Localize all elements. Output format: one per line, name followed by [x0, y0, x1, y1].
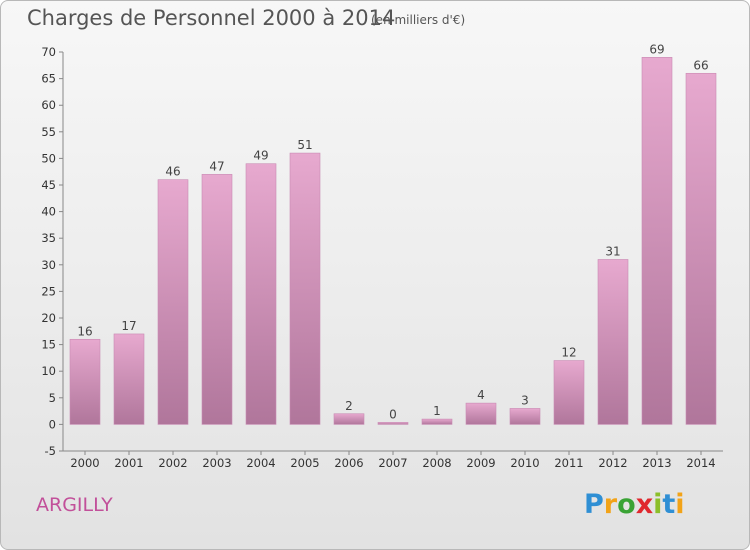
- logo-letter: x: [635, 489, 654, 520]
- y-tick-label: 10: [41, 364, 56, 378]
- y-tick-label: 15: [41, 338, 56, 352]
- logo-letter: P: [584, 489, 604, 520]
- x-tick-label-2007: 2007: [378, 456, 407, 470]
- y-tick-label: 45: [41, 178, 56, 192]
- logo-letter: t: [662, 489, 676, 520]
- x-tick-label-2004: 2004: [246, 456, 275, 470]
- town-name: ARGILLY: [36, 494, 113, 516]
- x-tick-label-2008: 2008: [422, 456, 451, 470]
- y-tick-label: 0: [49, 417, 56, 431]
- x-tick-label-2011: 2011: [554, 456, 583, 470]
- bar-2013: [641, 57, 673, 425]
- data-label-2008: 1: [433, 404, 441, 418]
- y-tick-label: 35: [41, 231, 56, 245]
- data-label-2013: 69: [649, 42, 664, 56]
- y-tick-label: 30: [41, 258, 56, 272]
- data-label-2003: 47: [209, 159, 224, 173]
- y-tick-label: 5: [49, 391, 56, 405]
- x-tick-label-2005: 2005: [290, 456, 319, 470]
- bar-2005: [289, 152, 321, 425]
- data-label-2012: 31: [605, 244, 620, 258]
- x-tick-label-2013: 2013: [642, 456, 671, 470]
- x-tick-label-2006: 2006: [334, 456, 363, 470]
- data-label-2005: 51: [297, 138, 312, 152]
- y-tick-label: 65: [41, 72, 56, 86]
- chart-subtitle: (en milliers d'€): [371, 13, 466, 27]
- data-label-2002: 46: [165, 165, 180, 179]
- logo-letter: r: [603, 489, 618, 520]
- logo-letter: i: [675, 489, 685, 520]
- x-tick-label-2002: 2002: [158, 456, 187, 470]
- data-label-2001: 17: [121, 319, 136, 333]
- bar-2004: [245, 163, 277, 425]
- chart-title: Charges de Personnel 2000 à 2014: [27, 6, 396, 30]
- data-label-2007: 0: [389, 407, 397, 421]
- x-tick-label-2010: 2010: [510, 456, 539, 470]
- bar-2003: [201, 174, 233, 425]
- bar-2006: [333, 413, 365, 425]
- y-tick-label: 20: [41, 311, 56, 325]
- y-tick-label: 50: [41, 151, 56, 165]
- data-label-2014: 66: [693, 58, 708, 72]
- data-label-2006: 2: [345, 399, 353, 413]
- bar-2002: [157, 179, 189, 425]
- x-tick-label-2000: 2000: [70, 456, 99, 470]
- y-tick-label: 25: [41, 284, 56, 298]
- data-label-2009: 4: [477, 388, 485, 402]
- x-tick-label-2003: 2003: [202, 456, 231, 470]
- bar-2014: [685, 72, 717, 425]
- x-tick-label-2001: 2001: [114, 456, 143, 470]
- bar-2008: [421, 418, 453, 425]
- logo-letter: o: [617, 489, 636, 520]
- y-tick-label: 40: [41, 205, 56, 219]
- bar-2001: [113, 333, 145, 425]
- y-tick-label: -5: [45, 444, 56, 458]
- data-label-2010: 3: [521, 393, 529, 407]
- data-label-2000: 16: [77, 324, 92, 338]
- logo-letter: i: [653, 489, 663, 520]
- y-tick-label: 55: [41, 125, 56, 139]
- data-label-2011: 12: [561, 346, 576, 360]
- bar-2007: [377, 422, 409, 425]
- bar-2000: [69, 338, 101, 425]
- x-tick-label-2009: 2009: [466, 456, 495, 470]
- x-tick-label-2014: 2014: [686, 456, 715, 470]
- proxiti-logo[interactable]: Proxiti: [584, 489, 685, 520]
- x-tick-label-2012: 2012: [598, 456, 627, 470]
- bar-2009: [465, 402, 497, 425]
- y-tick-label: 60: [41, 98, 56, 112]
- bar-2011: [553, 360, 585, 425]
- bar-2012: [597, 259, 629, 425]
- y-tick-label: 70: [41, 45, 56, 59]
- bar-2010: [509, 408, 541, 425]
- data-label-2004: 49: [253, 149, 268, 163]
